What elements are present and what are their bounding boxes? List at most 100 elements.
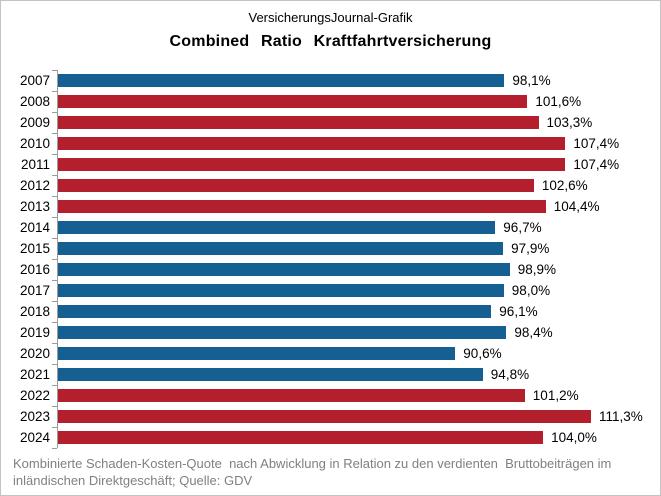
bar-row: 2017 98,0% bbox=[9, 280, 660, 301]
year-label: 2010 bbox=[19, 136, 50, 151]
year-label: 2020 bbox=[19, 346, 50, 361]
value-bar bbox=[58, 116, 539, 129]
bar-track: 96,1% bbox=[57, 301, 660, 322]
bar-row: 2011 107,4% bbox=[9, 154, 660, 175]
year-label: 2023 bbox=[19, 409, 50, 424]
footnote: Kombinierte Schaden-Kosten-Quote nach Ab… bbox=[13, 456, 612, 488]
axis-tick bbox=[52, 91, 57, 92]
axis-tick bbox=[52, 133, 57, 134]
axis-tick bbox=[52, 385, 57, 386]
bar-track: 111,3% bbox=[57, 406, 660, 427]
value-label: 97,9% bbox=[511, 241, 550, 256]
value-bar bbox=[58, 137, 566, 150]
bar-track: 98,4% bbox=[57, 322, 660, 343]
value-label: 104,0% bbox=[551, 430, 597, 445]
axis-tick bbox=[52, 301, 57, 302]
axis-tick bbox=[52, 448, 57, 449]
value-label: 96,7% bbox=[503, 220, 542, 235]
value-bar bbox=[58, 221, 496, 234]
bar-row: 2019 98,4% bbox=[9, 322, 660, 343]
axis-tick bbox=[52, 217, 57, 218]
year-label: 2011 bbox=[20, 157, 50, 172]
bar-row: 2009 103,3% bbox=[9, 112, 660, 133]
value-bar bbox=[58, 305, 492, 318]
bar-track: 96,7% bbox=[57, 217, 660, 238]
value-label: 107,4% bbox=[573, 136, 620, 151]
year-label: 2018 bbox=[19, 304, 50, 319]
bar-track: 98,1% bbox=[57, 70, 660, 91]
chart-title: Combined Ratio Kraftfahrtversicherung bbox=[169, 33, 492, 50]
value-label: 98,9% bbox=[517, 262, 556, 277]
year-label: 2008 bbox=[19, 94, 50, 109]
year-label: 2024 bbox=[19, 430, 50, 445]
value-bar bbox=[58, 284, 504, 297]
value-label: 98,4% bbox=[514, 325, 553, 340]
axis-tick bbox=[52, 427, 57, 428]
value-label: 111,3% bbox=[599, 409, 643, 424]
value-label: 107,4% bbox=[573, 157, 620, 172]
plot-area: 2007 98,1% 2008 101,6% 2009 103,3% 2010 107,4% 2… bbox=[1, 70, 660, 449]
bar-track: 98,0% bbox=[57, 280, 660, 301]
bar-track: 103,3% bbox=[57, 112, 660, 133]
bar-track: 104,4% bbox=[57, 196, 660, 217]
bar-rows: 2007 98,1% 2008 101,6% 2009 103,3% 2010 107,4% 2… bbox=[9, 70, 660, 448]
bar-track: 104,0% bbox=[57, 427, 660, 448]
year-label: 2007 bbox=[19, 73, 50, 88]
bar-row: 2024 104,0% bbox=[9, 427, 660, 448]
bar-track: 97,9% bbox=[57, 238, 660, 259]
axis-tick bbox=[52, 259, 57, 260]
bar-row: 2018 96,1% bbox=[9, 301, 660, 322]
axis-tick bbox=[52, 238, 57, 239]
value-label: 101,6% bbox=[535, 94, 582, 109]
value-bar bbox=[58, 179, 534, 192]
bar-track: 107,4% bbox=[57, 133, 660, 154]
year-label: 2013 bbox=[19, 199, 50, 214]
bar-track: 98,9% bbox=[57, 259, 660, 280]
value-bar bbox=[58, 347, 456, 360]
bar-row: 2013 104,4% bbox=[9, 196, 660, 217]
bar-track: 107,4% bbox=[57, 154, 660, 175]
bar-track: 90,6% bbox=[57, 343, 660, 364]
bar-row: 2010 107,4% bbox=[9, 133, 660, 154]
bar-row: 2020 90,6% bbox=[9, 343, 660, 364]
value-bar bbox=[58, 326, 507, 339]
axis-tick bbox=[52, 406, 57, 407]
bar-row: 2015 97,9% bbox=[9, 238, 660, 259]
axis-tick bbox=[52, 70, 57, 71]
year-label: 2012 bbox=[19, 178, 50, 193]
year-label: 2019 bbox=[19, 325, 50, 340]
source-label: VersicherungsJournal-Grafik bbox=[248, 10, 413, 25]
value-label: 90,6% bbox=[463, 346, 502, 361]
axis-tick bbox=[52, 343, 57, 344]
year-label: 2009 bbox=[19, 115, 50, 130]
bar-row: 2022 101,2% bbox=[9, 385, 660, 406]
axis-tick bbox=[52, 364, 57, 365]
value-label: 101,2% bbox=[532, 388, 579, 403]
value-bar bbox=[58, 389, 525, 402]
axis-tick bbox=[52, 280, 57, 281]
year-label: 2022 bbox=[19, 388, 50, 403]
value-bar bbox=[58, 242, 504, 255]
bar-row: 2008 101,6% bbox=[9, 91, 660, 112]
axis-tick bbox=[52, 196, 57, 197]
bar-track: 101,6% bbox=[57, 91, 660, 112]
axis-tick bbox=[52, 175, 57, 176]
value-label: 104,4% bbox=[553, 199, 600, 214]
year-label: 2021 bbox=[19, 367, 50, 382]
year-label: 2014 bbox=[19, 220, 50, 235]
value-bar bbox=[58, 263, 510, 276]
value-bar bbox=[58, 431, 544, 444]
axis-tick bbox=[52, 112, 57, 113]
bar-track: 94,8% bbox=[57, 364, 660, 385]
bar-track: 102,6% bbox=[57, 175, 660, 196]
axis-tick bbox=[52, 154, 57, 155]
value-label: 102,6% bbox=[541, 178, 588, 193]
value-bar bbox=[58, 95, 528, 108]
value-bar bbox=[58, 200, 546, 213]
bar-row: 2012 102,6% bbox=[9, 175, 660, 196]
value-bar bbox=[58, 158, 566, 171]
value-label: 103,3% bbox=[546, 115, 593, 130]
value-bar bbox=[58, 368, 483, 381]
value-bar bbox=[58, 74, 505, 87]
